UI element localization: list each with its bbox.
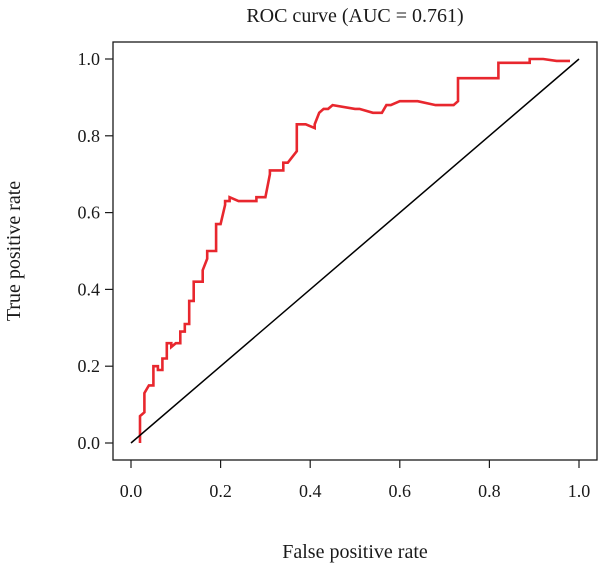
x-tick-label: 0.8: [478, 481, 501, 501]
x-tick-label: 0.4: [299, 481, 322, 501]
y-tick-label: 0.2: [78, 356, 101, 376]
y-tick-label: 0.8: [78, 126, 101, 146]
chart-title: ROC curve (AUC = 0.761): [246, 5, 463, 27]
plot-area: 0.0 0.2 0.4 0.6 0.8 1.0 0.0 0.2 0.4 0.6 0.8 1.0: [78, 41, 598, 501]
x-tick-label: 1.0: [568, 481, 591, 501]
x-tick-label: 0.6: [389, 481, 412, 501]
plot-frame: [112, 41, 598, 461]
roc-curve-line: [138, 57, 570, 443]
diagonal-reference-line: [130, 58, 580, 444]
x-tick-label: 0.0: [120, 481, 143, 501]
y-tick-label: 0.4: [78, 279, 101, 299]
x-tick-label: 0.2: [209, 481, 232, 501]
y-axis-label: True positive rate: [3, 181, 25, 321]
x-axis-label: False positive rate: [282, 541, 428, 563]
y-tick-label: 0.0: [78, 433, 101, 453]
y-tick-label: 1.0: [78, 49, 101, 69]
y-tick-label: 0.6: [78, 203, 101, 223]
